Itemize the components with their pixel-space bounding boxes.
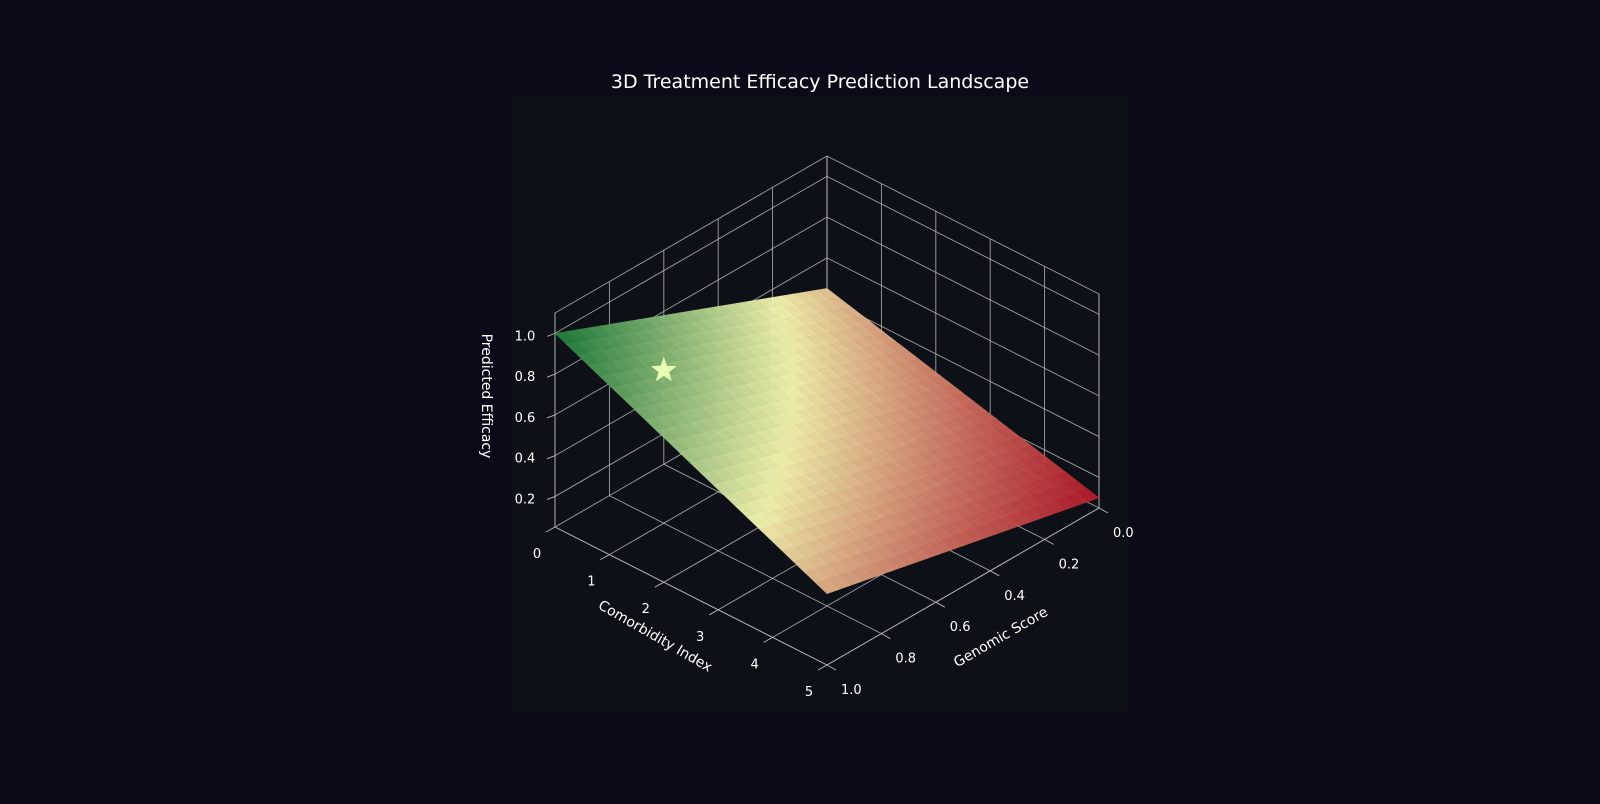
pane-grid-line [554,175,828,334]
pane-border-line [826,155,1100,295]
y-tick-label: 0.6 [950,620,971,635]
x-tick-mark [763,637,773,643]
x-tick-label: 5 [805,685,813,700]
x-tick-label: 1 [587,575,595,590]
y-tick-mark [1098,507,1109,514]
z-tick-label: 0.2 [515,492,536,507]
z-tick-label: 0.8 [515,370,536,385]
chart-title: 3D Treatment Efficacy Prediction Landsca… [611,71,1029,93]
pane-grid-line [826,298,1100,438]
x-tick-label: 2 [642,602,650,617]
x-tick-mark [708,609,719,616]
z-tick-mark [546,455,556,460]
x-tick-label: 4 [750,657,758,672]
z-tick-mark [546,414,556,419]
y-tick-mark [1044,539,1054,545]
y-tick-mark [989,570,1000,577]
pane-grid-line [826,257,1100,397]
x-tick-mark [545,526,556,533]
x-tick-label: 3 [696,630,704,645]
y-tick-mark [826,664,837,671]
y-tick-mark [881,633,891,639]
y-tick-label: 0.8 [895,652,916,667]
y-tick-label: 1.0 [841,683,862,698]
pane-grid-line [826,175,1100,315]
z-tick-mark [546,332,556,337]
pane-border-line [554,526,828,666]
y-tick-label: 0.4 [1004,589,1025,604]
pane-border-line [554,155,828,314]
z-tick-mark [546,496,556,500]
x-tick-mark [600,554,610,560]
x-tick-mark [654,581,665,588]
x-tick-mark [817,664,828,671]
y-tick-label: 0.0 [1113,526,1134,541]
surface-cell [815,578,839,595]
floor-grid-line [609,495,882,635]
axis-ticks: 0 1 2 3 4 5 0.0 0.2 0.4 0.6 0.8 1.0 0.2 0.4 0.6 0.8 1.0 [515,329,1134,700]
z-tick-mark [546,373,556,378]
z-tick-label: 0.4 [515,452,536,467]
x-tick-label: 0 [533,547,541,562]
surface-plot [554,288,1100,595]
z-tick-label: 1.0 [515,329,536,344]
z-axis-label: Predicted Efficacy [478,334,494,459]
pane-grid-line [826,216,1100,356]
y-tick-label: 0.2 [1059,557,1080,572]
pane-border-line [826,507,1100,666]
y-tick-mark [935,601,946,608]
highlight-star-marker [651,356,677,382]
z-tick-label: 0.6 [515,411,536,426]
